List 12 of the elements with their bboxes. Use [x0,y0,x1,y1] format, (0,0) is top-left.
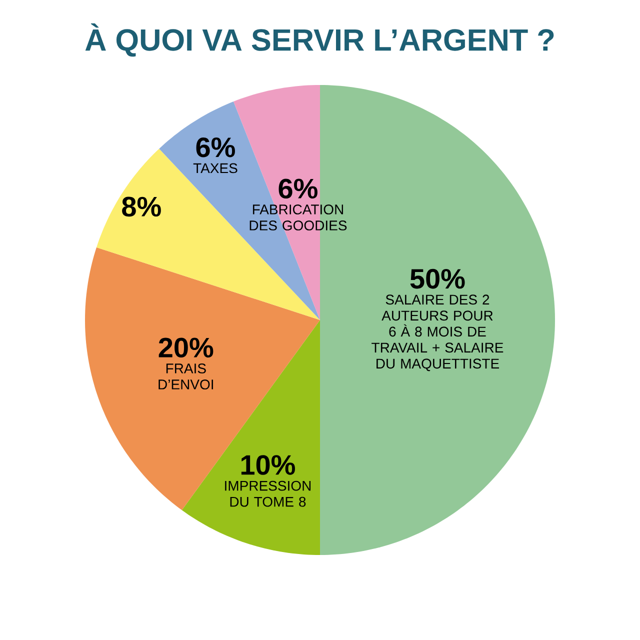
data-label: 20% [158,338,214,358]
slice-label: FABRICATION DES GOODIES [250,204,347,230]
data-label: 50% [410,268,465,289]
data-label: 6% [278,178,318,199]
chart-title: À QUOI VA SERVIR L’ARGENT ? [85,23,554,57]
data-label: 10% [241,455,295,475]
slice-label: SALAIRE DES 2 AUTEURS POUR 6 À 8 MOIS DE TRAVAIL + SALAIRE DU MAQUETTISTE [372,294,504,372]
slice-label: TAXES [193,163,238,174]
slice-label: IMPRESSION DU TOME 8 [225,480,311,507]
data-label: 8% [122,196,161,217]
data-label: 6% [196,137,235,158]
slice-label: FRAIS D’ENVOI [158,364,213,390]
